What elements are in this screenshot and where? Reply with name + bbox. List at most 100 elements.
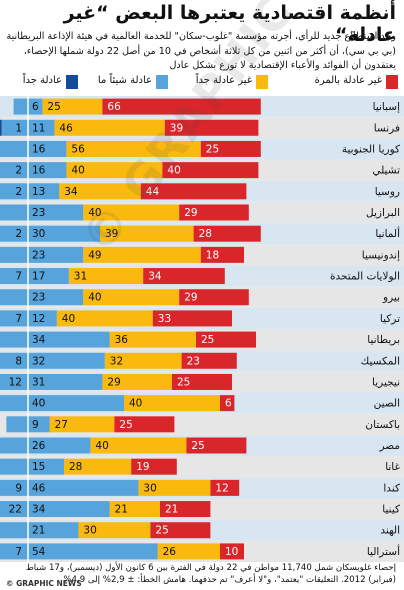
value-label-somewhat-unfair: 34	[64, 186, 78, 198]
bar-very-unfair	[186, 437, 247, 454]
bar-somewhat-fair	[0, 204, 28, 221]
chart-subtitle: وجد استطلاع جديد للرأي، أجرته مؤسسة "غلو…	[6, 31, 396, 71]
bar-somewhat-fair	[0, 522, 28, 539]
bar-very-unfair	[220, 395, 235, 412]
value-label-very-unfair: 19	[136, 461, 149, 473]
bar-somewhat-fair-segment	[28, 204, 84, 221]
bar-somewhat-fair	[0, 373, 28, 390]
bar-very-unfair	[150, 522, 211, 539]
legend-item-somewhat-unfair: غير عادلة جداً	[172, 72, 268, 92]
country-label: الصين	[374, 398, 400, 410]
legend-swatch-somewhat-fair	[156, 75, 168, 89]
bar-somewhat-fair-segment	[28, 522, 79, 539]
value-label-somewhat-fair-segment: 32	[32, 355, 45, 367]
value-label-somewhat-fair-segment: 17	[32, 271, 45, 283]
value-label-very-unfair: 12	[215, 482, 228, 494]
bar-somewhat-unfair	[102, 373, 172, 390]
value-label-somewhat-unfair: 40	[71, 165, 84, 177]
bar-very-unfair	[140, 183, 247, 200]
bar-somewhat-fair	[0, 352, 28, 369]
stacked-bar-chart: 625666إسبانيا111463911فرنسا16562516كوريا…	[0, 96, 404, 562]
bar-somewhat-unfair	[83, 246, 201, 263]
bar-somewhat-fair	[0, 246, 28, 263]
bar-somewhat-fair-segment	[28, 98, 43, 115]
bar-very-unfair	[193, 225, 261, 242]
bar-somewhat-fair	[0, 268, 28, 285]
bar-somewhat-fair	[0, 395, 28, 412]
value-label-somewhat-fair-segment: 54	[32, 546, 46, 558]
bar-very-unfair	[179, 289, 249, 306]
bar-somewhat-unfair	[83, 289, 180, 306]
bar-somewhat-fair-segment	[28, 416, 50, 433]
value-label-very-unfair: 25	[206, 143, 219, 155]
value-label-very-unfair: 21	[165, 504, 178, 516]
bar-somewhat-fair	[0, 162, 28, 179]
value-label-somewhat-unfair: 29	[107, 376, 120, 388]
bar-somewhat-fair-segment	[28, 479, 139, 496]
value-label-somewhat-unfair: 49	[88, 249, 101, 261]
value-label-very-fair: 7	[15, 271, 22, 283]
bar-somewhat-unfair	[100, 225, 194, 242]
value-label-somewhat-unfair: 30	[83, 525, 96, 537]
bar-somewhat-unfair	[54, 119, 165, 136]
country-label: مصر	[378, 440, 400, 452]
bar-somewhat-fair-segment	[28, 437, 91, 454]
value-label-very-unfair: 66	[107, 101, 121, 113]
bar-somewhat-fair-segment	[28, 140, 67, 157]
legend-item-very-fair: عادلة جداً	[6, 72, 78, 92]
legend-item-very-unfair: غير عادلة بالمرة	[272, 72, 398, 92]
bar-somewhat-fair	[0, 331, 28, 348]
value-label-very-unfair: 23	[187, 355, 200, 367]
value-label-somewhat-fair-segment: 12	[32, 313, 45, 325]
value-label-very-unfair: 25	[201, 334, 214, 346]
value-label-somewhat-unfair: 26	[163, 546, 177, 558]
value-label-very-fair: 12	[9, 376, 22, 388]
value-label-somewhat-unfair: 36	[115, 334, 129, 346]
value-label-very-unfair: 39	[170, 122, 183, 134]
value-label-somewhat-unfair: 32	[110, 355, 123, 367]
value-label-very-fair: 2	[15, 165, 22, 177]
country-label: بريطانيا	[367, 334, 400, 346]
bar-somewhat-unfair	[42, 98, 103, 115]
bar-very-unfair	[143, 268, 225, 285]
bar-very-unfair	[164, 119, 259, 136]
value-label-somewhat-fair-segment: 23	[32, 207, 45, 219]
bar-somewhat-fair-segment	[28, 268, 69, 285]
value-label-very-unfair: 28	[199, 228, 212, 240]
bar-somewhat-fair-segment	[28, 395, 124, 412]
bar-somewhat-fair-segment	[28, 162, 67, 179]
value-label-very-fair: 9	[15, 482, 22, 494]
bar-somewhat-fair	[13, 98, 28, 115]
value-label-very-unfair: 6	[225, 398, 232, 410]
legend-item-somewhat-fair: عادلة شيئاً ما	[82, 72, 168, 92]
country-label: إندونيسيا	[362, 249, 400, 261]
value-label-very-fair: 2	[15, 228, 22, 240]
bar-somewhat-unfair	[64, 458, 132, 475]
bar-somewhat-fair-segment	[28, 501, 110, 518]
value-label-somewhat-fair-segment: 16	[32, 143, 46, 155]
bar-somewhat-fair	[0, 501, 28, 518]
bar-somewhat-fair-segment	[28, 543, 158, 560]
country-label: بيرو	[382, 292, 400, 304]
country-label: فرنسا	[374, 122, 400, 134]
value-label-very-unfair: 40	[167, 165, 180, 177]
bar-somewhat-fair-segment	[28, 331, 110, 348]
country-label: كينيا	[382, 504, 400, 516]
bar-somewhat-fair-segment	[28, 458, 64, 475]
bar-somewhat-unfair	[83, 204, 180, 221]
value-label-somewhat-unfair: 40	[88, 292, 101, 304]
bar-somewhat-unfair	[49, 416, 115, 433]
value-label-somewhat-unfair: 31	[74, 271, 87, 283]
legend: غير عادلة بالمرة غير عادلة جداً عادلة شي…	[6, 72, 398, 92]
value-label-very-fair: 7	[15, 313, 22, 325]
legend-label-somewhat-fair: عادلة شيئاً ما	[97, 75, 152, 86]
country-label: روسيا	[375, 186, 400, 198]
value-label-somewhat-fair-segment: 11	[32, 122, 45, 134]
country-label: غانا	[385, 461, 400, 473]
bar-somewhat-fair	[0, 458, 28, 475]
bar-somewhat-unfair	[124, 395, 220, 412]
bar-somewhat-fair-segment	[28, 183, 60, 200]
bar-somewhat-unfair	[68, 268, 144, 285]
country-label: باكستان	[365, 419, 400, 431]
value-label-somewhat-fair-segment: 13	[32, 186, 45, 198]
